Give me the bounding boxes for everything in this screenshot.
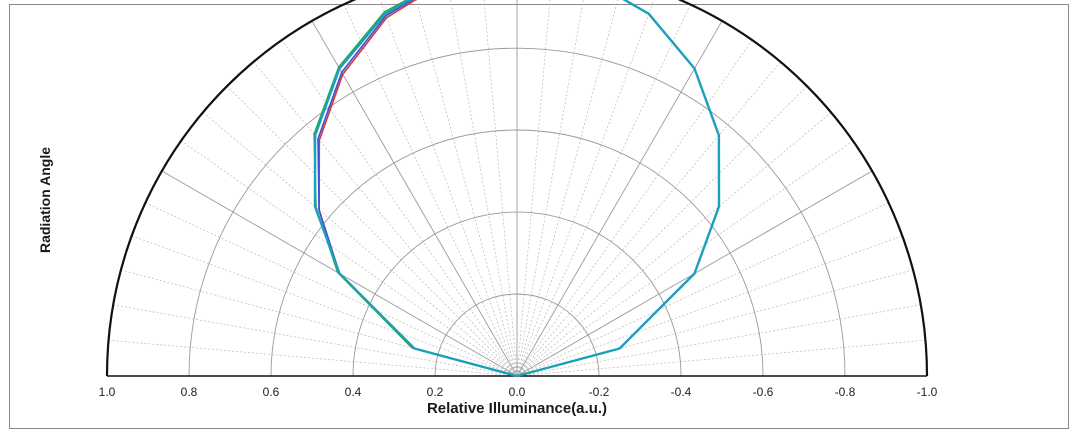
grid-spoke	[281, 39, 518, 377]
x-tick-label: -0.6	[753, 385, 774, 399]
grid-spoke	[516, 202, 889, 377]
grid-spoke	[516, 339, 926, 377]
grid-spoke	[516, 0, 655, 377]
grid-spoke	[145, 202, 518, 377]
x-tick-label: 1.0	[99, 385, 116, 399]
polar-chart: 1.0 0.8 0.6 0.4 0.2 0.0 -0.2 -0.4 -0.6 -0.8 -1.0	[99, 0, 938, 399]
grid-spoke	[415, 0, 518, 377]
grid-spoke	[108, 339, 518, 377]
grid-ring	[352, 211, 682, 377]
x-tick-label: 0.6	[263, 385, 280, 399]
grid-spoke	[180, 140, 518, 377]
grid-spoke	[516, 112, 832, 377]
outer-boundary-arc	[105, 0, 929, 377]
grid-spoke	[516, 140, 854, 377]
series-line-1	[318, 0, 720, 377]
grid-ring	[188, 47, 846, 377]
grid-spoke	[343, 4, 518, 377]
grid-spoke	[516, 4, 691, 377]
series-line-4	[313, 0, 721, 378]
grid-spoke	[226, 85, 518, 377]
grid-spoke	[202, 112, 518, 377]
grid-spoke	[450, 0, 518, 377]
grid-spoke	[131, 235, 518, 377]
y-axis-label: Radiation Angle	[37, 146, 53, 254]
grid-spoke	[516, 0, 551, 377]
grid-spoke	[516, 0, 619, 377]
x-tick-label: 0.0	[509, 385, 526, 399]
grid-spoke	[483, 0, 518, 377]
x-axis-label: Relative Illuminance(a.u.)	[426, 400, 608, 417]
grid-spoke	[516, 0, 584, 377]
chart-frame	[9, 4, 1069, 429]
grid-spoke	[516, 304, 921, 377]
series-line-2	[317, 0, 720, 377]
grid-spoke	[516, 39, 753, 377]
x-tick-label: 0.8	[181, 385, 198, 399]
x-tick-label: 0.4	[345, 385, 362, 399]
grid-ring	[270, 129, 764, 377]
x-tick-label: -0.8	[835, 385, 856, 399]
x-tick-label: 0.2	[427, 385, 444, 399]
x-tick-label: -0.2	[589, 385, 610, 399]
grid-spoke	[516, 235, 903, 377]
grid-ring	[434, 293, 600, 377]
grid-spoke	[253, 61, 518, 377]
grid-spoke	[311, 20, 518, 377]
grid-spoke	[516, 85, 808, 377]
x-tick-label: -0.4	[671, 385, 692, 399]
grid-spoke	[113, 304, 518, 377]
grid-spoke	[379, 0, 518, 377]
grid-spoke	[516, 20, 723, 377]
grid-spoke	[516, 61, 781, 377]
x-tick-label: -1.0	[917, 385, 938, 399]
